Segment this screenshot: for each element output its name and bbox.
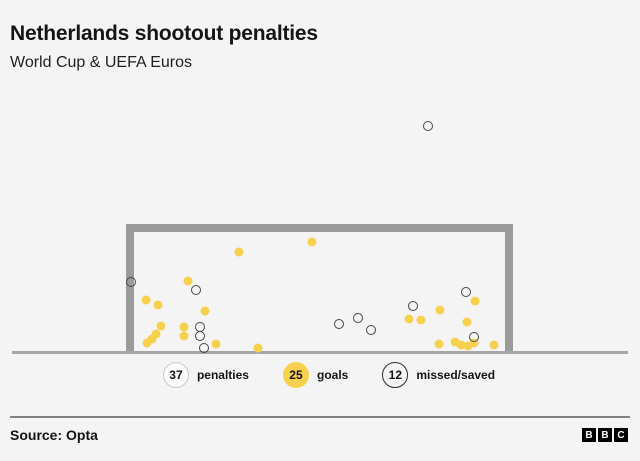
- goal-dot: [234, 247, 244, 257]
- bbc-logo-block-b1: B: [582, 428, 596, 442]
- goal-dot: [183, 276, 193, 286]
- goal-dot: [435, 305, 445, 315]
- goal-dot: [307, 237, 317, 247]
- goal-dot: [200, 306, 210, 316]
- legend-item-penalties: 37 penalties: [162, 362, 249, 388]
- missed-count-badge: 12: [382, 362, 409, 388]
- goal-dot: [489, 340, 499, 350]
- goal-dot: [153, 300, 163, 310]
- missed-dot: [408, 301, 418, 311]
- ground-line: [12, 351, 628, 354]
- goal-dot: [470, 296, 480, 306]
- page-subtitle: World Cup & UEFA Euros: [10, 54, 192, 71]
- missed-dot: [334, 319, 344, 329]
- missed-dot: [199, 343, 209, 353]
- bbc-logo: B B C: [582, 428, 628, 442]
- source-attribution: Source: Opta: [10, 427, 98, 443]
- page-title: Netherlands shootout penalties: [10, 22, 318, 45]
- goal-dot: [456, 340, 466, 350]
- missed-dot: [195, 331, 205, 341]
- goal-dot: [156, 321, 166, 331]
- goal-dot: [416, 315, 426, 325]
- goal-dot: [179, 331, 189, 341]
- bbc-logo-block-b2: B: [598, 428, 612, 442]
- goal-dot: [450, 337, 460, 347]
- missed-dot: [423, 121, 433, 131]
- goals-label: goals: [316, 368, 349, 382]
- missed-label: missed/saved: [416, 368, 496, 382]
- missed-dot: [366, 325, 376, 335]
- missed-dot: [461, 287, 471, 297]
- goal-dot: [147, 334, 157, 344]
- goal-dot: [462, 317, 472, 327]
- goal-dot: [434, 339, 444, 349]
- missed-dot: [126, 277, 136, 287]
- goal-dot: [179, 322, 189, 332]
- legend-item-goals: 25 goals: [282, 362, 349, 388]
- goal-dot: [151, 329, 161, 339]
- goals-count-badge: 25: [282, 362, 309, 388]
- missed-dot: [191, 285, 201, 295]
- goal-dot: [141, 295, 151, 305]
- goal-dot: [469, 338, 479, 348]
- goal-dot: [253, 343, 263, 353]
- goal-frame: [126, 224, 513, 353]
- missed-dot: [469, 332, 479, 342]
- missed-dot: [353, 313, 363, 323]
- goal-dot: [211, 339, 221, 349]
- penalties-count-badge: 37: [162, 362, 189, 388]
- footer-divider: [10, 416, 630, 418]
- goal-dot: [404, 314, 414, 324]
- bbc-logo-block-c: C: [614, 428, 628, 442]
- goal-dot: [463, 341, 473, 351]
- legend-item-missed: 12 missed/saved: [382, 362, 495, 388]
- penalties-label: penalties: [196, 368, 249, 382]
- legend: 37 penalties 25 goals 12 missed/saved: [0, 362, 640, 388]
- goal-dot: [142, 338, 152, 348]
